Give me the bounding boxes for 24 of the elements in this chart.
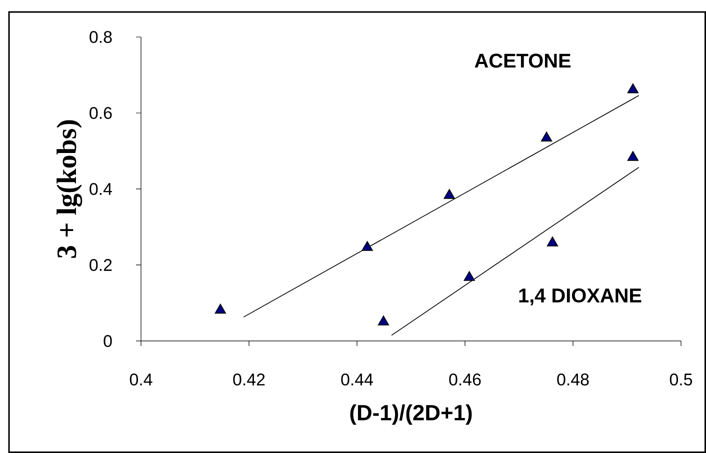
point bbox=[444, 189, 455, 199]
y-tick-label: 0.6 bbox=[90, 106, 112, 119]
x-tick-label: 0.42 bbox=[233, 374, 265, 386]
x-tick-label: 0.44 bbox=[341, 374, 373, 386]
y-tick-label: 0 bbox=[104, 334, 112, 347]
point bbox=[214, 304, 226, 314]
annotation: 1,4 DIOXANE bbox=[519, 288, 642, 306]
point bbox=[540, 132, 552, 142]
y-axis-title: 3 + lg(kobs) bbox=[56, 120, 82, 258]
point bbox=[378, 316, 390, 326]
x-tick-label: 0.4 bbox=[130, 374, 152, 386]
point bbox=[627, 83, 639, 94]
point bbox=[546, 236, 558, 246]
x-tick-label: 0.48 bbox=[557, 374, 589, 386]
x-tick-label: 0.5 bbox=[670, 374, 692, 386]
x-axis-title: (D-1)/(2D+1) bbox=[350, 404, 472, 425]
y-tick-label: 0.8 bbox=[90, 30, 112, 43]
y-tick-label: 0.4 bbox=[90, 182, 112, 195]
x-tick-label: 0.46 bbox=[449, 374, 481, 386]
point bbox=[464, 271, 475, 281]
annotation: ACETONE bbox=[474, 54, 571, 68]
y-tick-label: 0.2 bbox=[90, 258, 112, 271]
point bbox=[362, 241, 373, 251]
point bbox=[627, 151, 639, 161]
